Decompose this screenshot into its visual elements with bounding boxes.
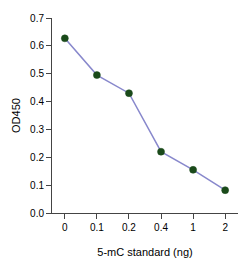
svg-text:2: 2 (222, 222, 228, 233)
svg-text:0.7: 0.7 (30, 13, 44, 24)
svg-text:1: 1 (190, 222, 196, 233)
svg-text:0.1: 0.1 (30, 180, 44, 191)
svg-text:5-mC standard (ng): 5-mC standard (ng) (97, 246, 192, 258)
svg-text:0.3: 0.3 (30, 124, 44, 135)
svg-text:0.5: 0.5 (30, 68, 44, 79)
svg-text:0.4: 0.4 (154, 222, 168, 233)
svg-text:0.2: 0.2 (30, 152, 44, 163)
svg-text:0.1: 0.1 (90, 222, 104, 233)
svg-text:0.6: 0.6 (30, 40, 44, 51)
svg-text:OD450: OD450 (10, 98, 22, 133)
svg-text:0.4: 0.4 (30, 96, 44, 107)
svg-text:0.0: 0.0 (30, 208, 44, 219)
svg-text:0: 0 (62, 222, 68, 233)
svg-text:0.2: 0.2 (122, 222, 136, 233)
